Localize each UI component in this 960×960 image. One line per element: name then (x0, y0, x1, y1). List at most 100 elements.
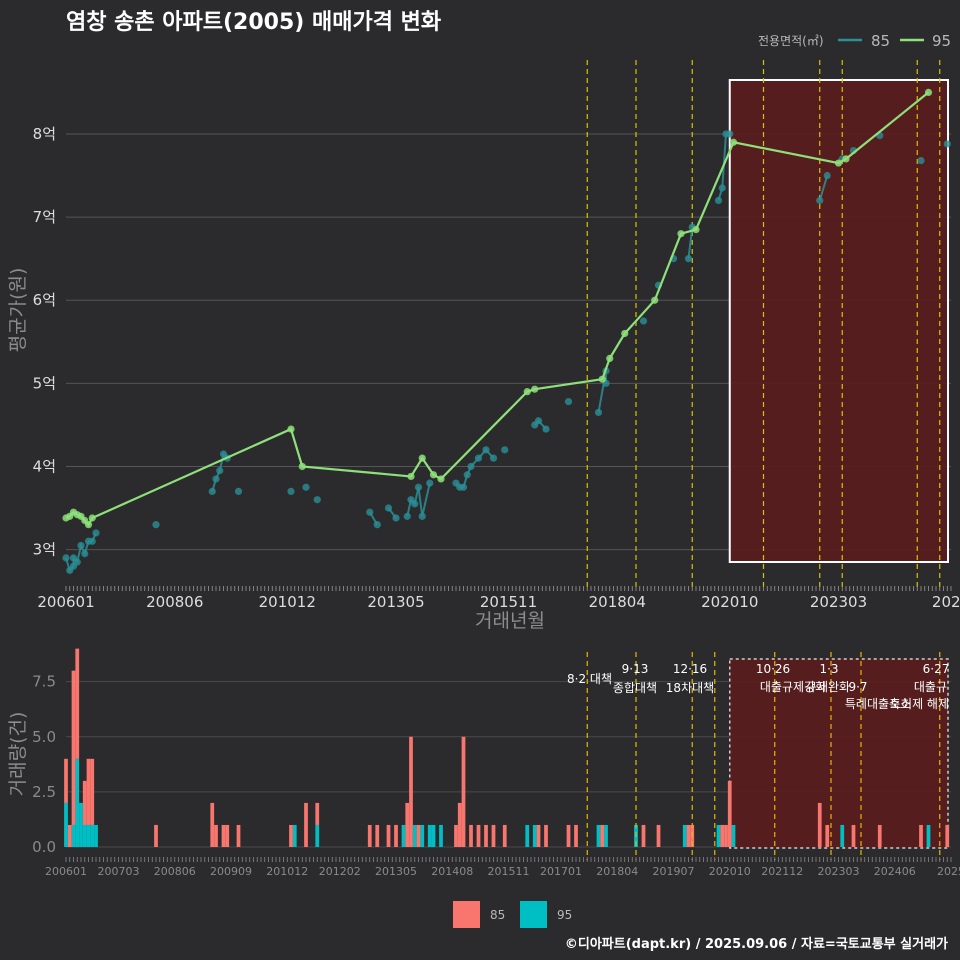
volume-bar-85 (656, 824, 661, 847)
volume-axes: 0.0 2.5 5.0 7.5 200601 200703 200806 200909 2010… (32, 673, 960, 878)
volume-bar-85 (566, 824, 571, 847)
volume-y-axis-title: 거래량(건) (7, 712, 29, 797)
price-x-tick-label: 201511 (480, 593, 537, 611)
series-85-point (73, 558, 81, 566)
series-85-point (418, 512, 426, 520)
series-85-point (81, 550, 89, 558)
policy-annotations: 8·2 대책 9·13 종합대책 12·16 18차대책 10·26 1·3 6… (567, 662, 949, 711)
series-85-point (718, 184, 726, 192)
volume-bar-85 (67, 824, 72, 847)
price-y-tick-label: 5억 (33, 374, 56, 392)
x-axis-title: 거래년월 (475, 610, 545, 632)
volume-x-tick-label: 201408 (431, 865, 473, 878)
volume-bar-95 (427, 824, 432, 847)
policy-label-1026: 대출규제강화 (760, 680, 826, 694)
policy-label-627: 대출규 (914, 680, 947, 694)
volume-bar-85 (686, 824, 691, 847)
volume-x-tick-label: 201202 (319, 865, 361, 878)
series-95-point (437, 475, 445, 483)
policy-label-1216-date: 12·16 (673, 662, 707, 676)
volume-bar-95 (75, 758, 80, 847)
volume-bar-95 (315, 824, 320, 847)
legend-label-95: 95 (932, 32, 951, 50)
volume-x-tick-label: 200806 (154, 865, 196, 878)
series-85-point (463, 471, 471, 479)
series-85-point (234, 487, 243, 496)
volume-bar-85 (600, 824, 605, 847)
series-85-point (489, 454, 498, 462)
chart-title: 염창 송촌 아파트(2005) 매매가격 변화 (66, 10, 441, 35)
volume-bar-85 (405, 802, 410, 847)
legend-title: 전용면적(㎡) (758, 34, 824, 48)
volume-bar-95 (439, 824, 443, 847)
volume-policy-lines (586, 652, 941, 860)
volume-x-tick-label: 200703 (98, 865, 140, 878)
series-85-point (411, 500, 419, 508)
volume-bar-85 (919, 824, 923, 847)
series-95-point (298, 462, 306, 471)
series-95-point (598, 375, 606, 383)
volume-bar-85 (71, 670, 76, 825)
series-85-point (216, 467, 224, 475)
volume-bar-85 (825, 824, 830, 847)
series-85-point (714, 196, 723, 205)
volume-x-tick-label: 201305 (375, 865, 417, 878)
volume-bar-95 (532, 824, 537, 847)
volume-bar-95 (525, 824, 530, 847)
series-95-point (407, 472, 415, 481)
volume-bar-95 (94, 824, 98, 847)
volume-bar-85 (536, 824, 541, 847)
volume-bar-95 (682, 824, 687, 847)
policy-label-97: 특례대출축소 (845, 697, 911, 711)
series-85-point (92, 529, 100, 537)
price-y-tick-label: 3억 (33, 541, 56, 559)
series-95-point (651, 296, 659, 304)
price-axes: 3억 4억 5억 6억 7억 8억 200601 200806 201012 201305 2015… (33, 125, 960, 611)
volume-x-tick-label: 201804 (596, 865, 638, 878)
policy-label-1026-date: 10·26 (756, 662, 790, 676)
price-x-tick-label: 202303 (810, 593, 867, 611)
volume-bar-95 (731, 824, 736, 847)
policy-label-toheoje: 토허제 해제 (890, 697, 949, 711)
series-95-point (531, 385, 539, 393)
series-95-point (621, 329, 629, 338)
series-95-point (834, 159, 843, 167)
bottom-legend: 85 95 (453, 901, 572, 928)
volume-bar-85 (409, 736, 413, 847)
volume-bar-85 (210, 802, 215, 847)
y-axis-title: 평균가(원) (7, 268, 29, 353)
series-85-point (366, 508, 374, 516)
price-grid (66, 133, 951, 551)
volume-bar-85 (502, 824, 507, 847)
series-95-point (606, 354, 614, 363)
source-footer: ©디아파트(dapt.kr) / 2025.09.06 / 자료=국토교통부 실… (565, 936, 948, 952)
policy-lines (586, 60, 941, 587)
series-85-point (639, 317, 648, 325)
series-95-point (692, 225, 700, 234)
volume-bar-85 (315, 802, 320, 825)
highlight-box (728, 79, 949, 563)
series-95-point (84, 521, 93, 529)
series-85-point (208, 487, 216, 496)
volume-bar-85 (476, 824, 481, 847)
volume-bar-85 (727, 780, 732, 847)
price-y-tick-label: 7억 (33, 208, 56, 226)
legend-label-85: 85 (871, 32, 890, 50)
series-85-point (467, 462, 475, 471)
volume-bar-85 (484, 824, 488, 847)
series-85-point (534, 417, 543, 425)
policy-label-13-date: 1·3 (819, 662, 838, 676)
volume-highlight-box (729, 658, 949, 849)
price-y-tick-label: 4억 (33, 457, 56, 475)
volume-bar-85 (75, 648, 80, 759)
volume-x-tick-label: 200601 (45, 865, 87, 878)
series-85-point (403, 512, 411, 520)
series-95-point (924, 88, 933, 97)
volume-bar-95 (71, 824, 76, 847)
volume-x-tick-label: 201511 (488, 865, 530, 878)
volume-bar-95 (596, 824, 601, 847)
series-85-point (287, 487, 295, 496)
volume-bar-85 (416, 824, 421, 847)
volume-bar-85 (375, 824, 380, 847)
series-85-point (816, 196, 824, 205)
